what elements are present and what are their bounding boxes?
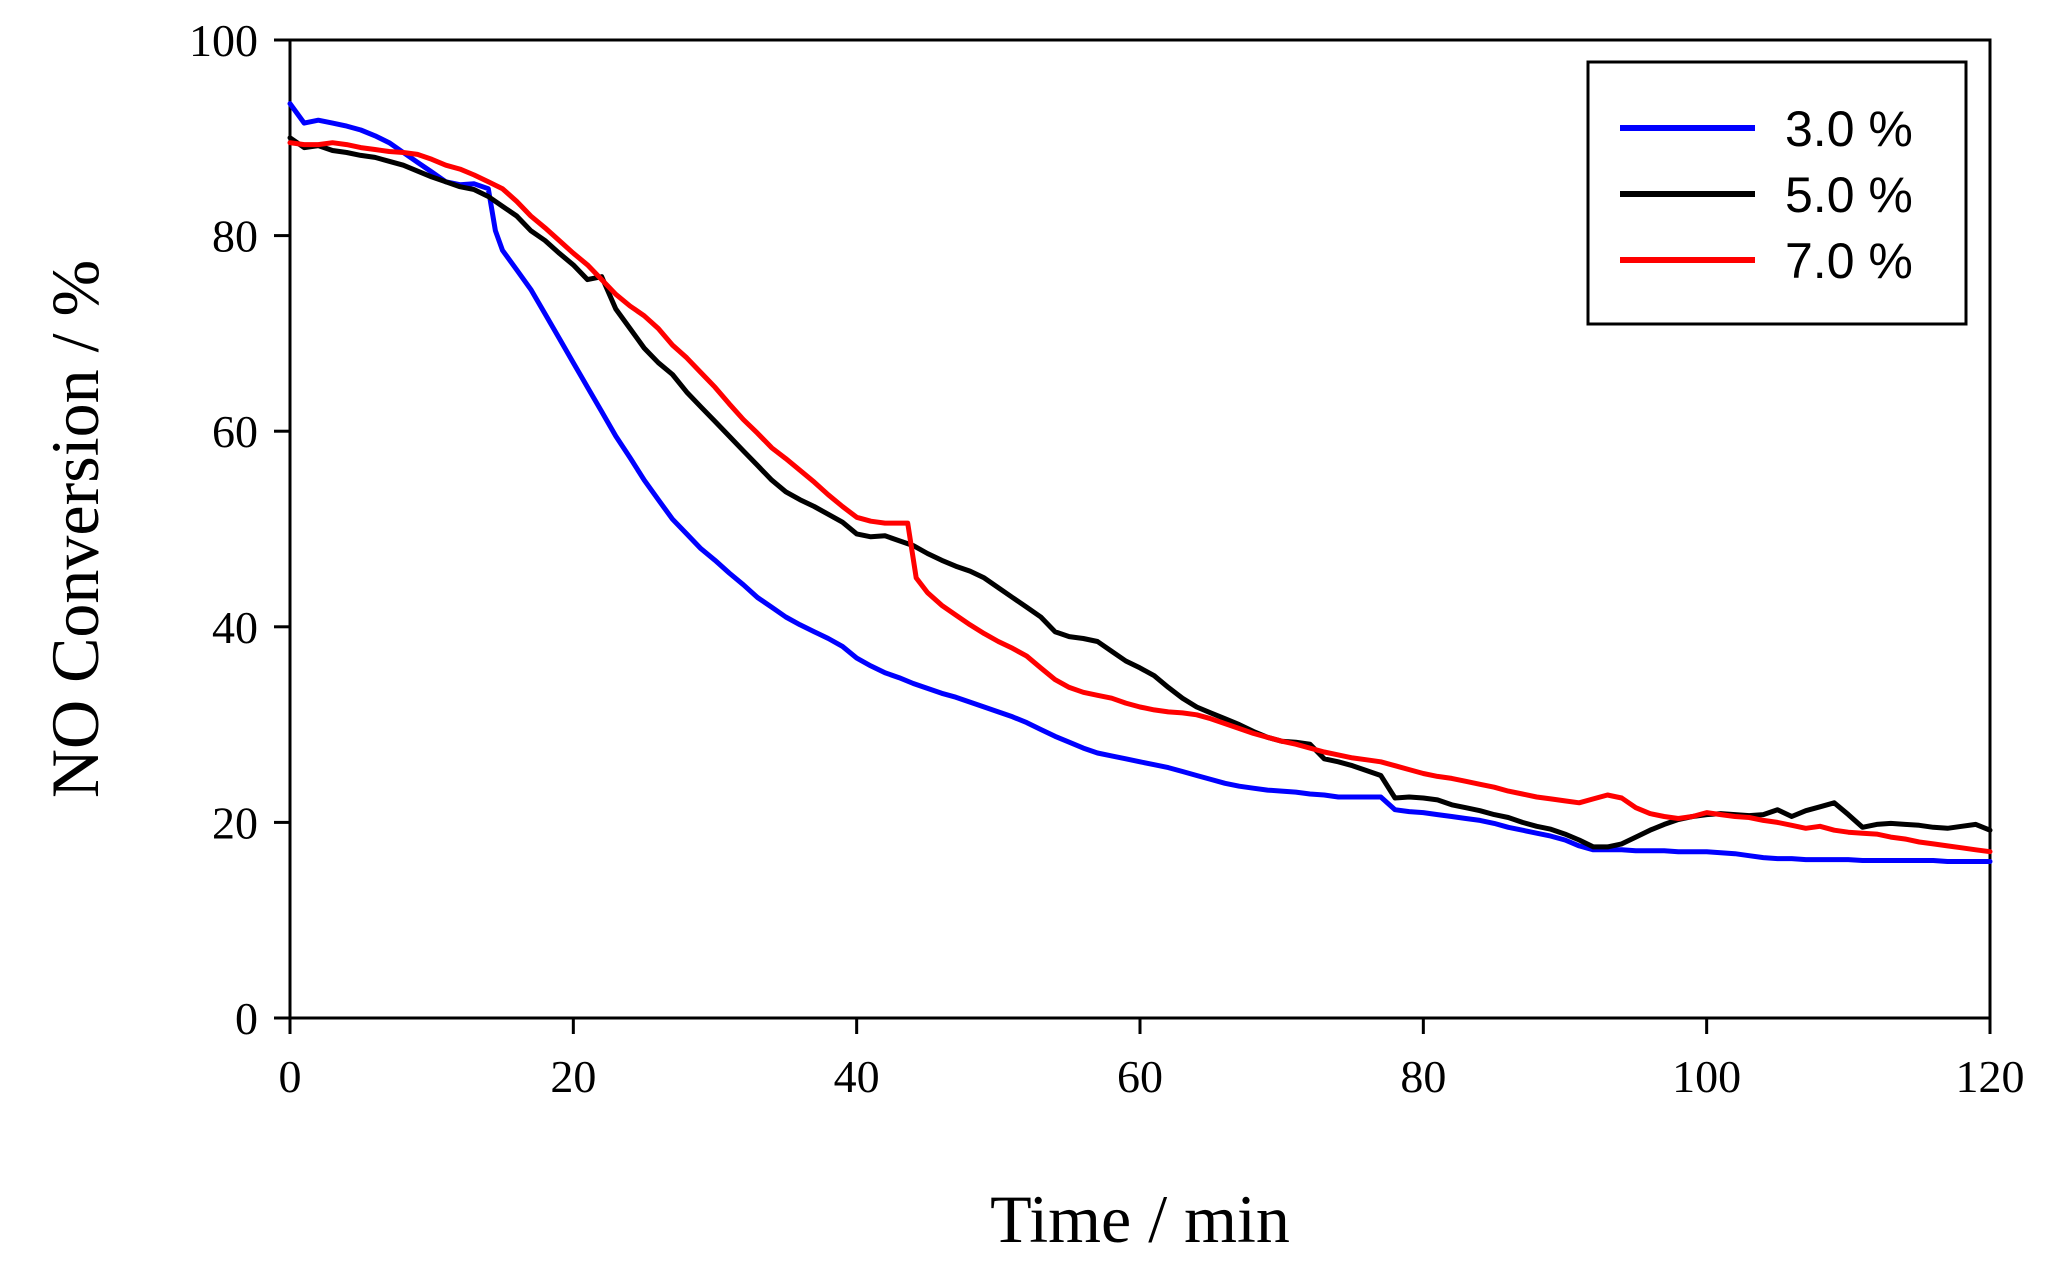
x-tick-label: 100 [1672, 1051, 1741, 1102]
series-line-3pct [287, 101, 1993, 864]
y-tick-label: 0 [235, 993, 258, 1044]
series-line-7pct [287, 140, 1993, 855]
legend-label-7pct: 7.0 % [1785, 233, 1913, 289]
legend: 3.0 % 5.0 % 7.0 % [1586, 60, 1968, 326]
y-tick-label: 40 [212, 602, 258, 653]
x-tick-label: 60 [1117, 1051, 1163, 1102]
y-axis: 0 20 40 60 80 100 [189, 15, 290, 1044]
y-axis-title: NO Conversion / % [37, 260, 113, 798]
x-tick-label: 0 [279, 1051, 302, 1102]
x-tick-label: 120 [1956, 1051, 2025, 1102]
x-tick-label: 20 [550, 1051, 596, 1102]
y-tick-label: 80 [212, 211, 258, 262]
x-tick-label: 40 [834, 1051, 880, 1102]
legend-label-3pct: 3.0 % [1785, 101, 1913, 157]
x-axis-title: Time / min [990, 1181, 1290, 1257]
x-axis: 0 20 40 60 80 100 120 [279, 1018, 2025, 1102]
legend-label-5pct: 5.0 % [1785, 167, 1913, 223]
series-lines [287, 101, 1993, 864]
x-tick-label: 80 [1400, 1051, 1446, 1102]
y-tick-label: 20 [212, 797, 258, 848]
y-tick-label: 60 [212, 406, 258, 457]
y-tick-label: 100 [189, 15, 258, 66]
